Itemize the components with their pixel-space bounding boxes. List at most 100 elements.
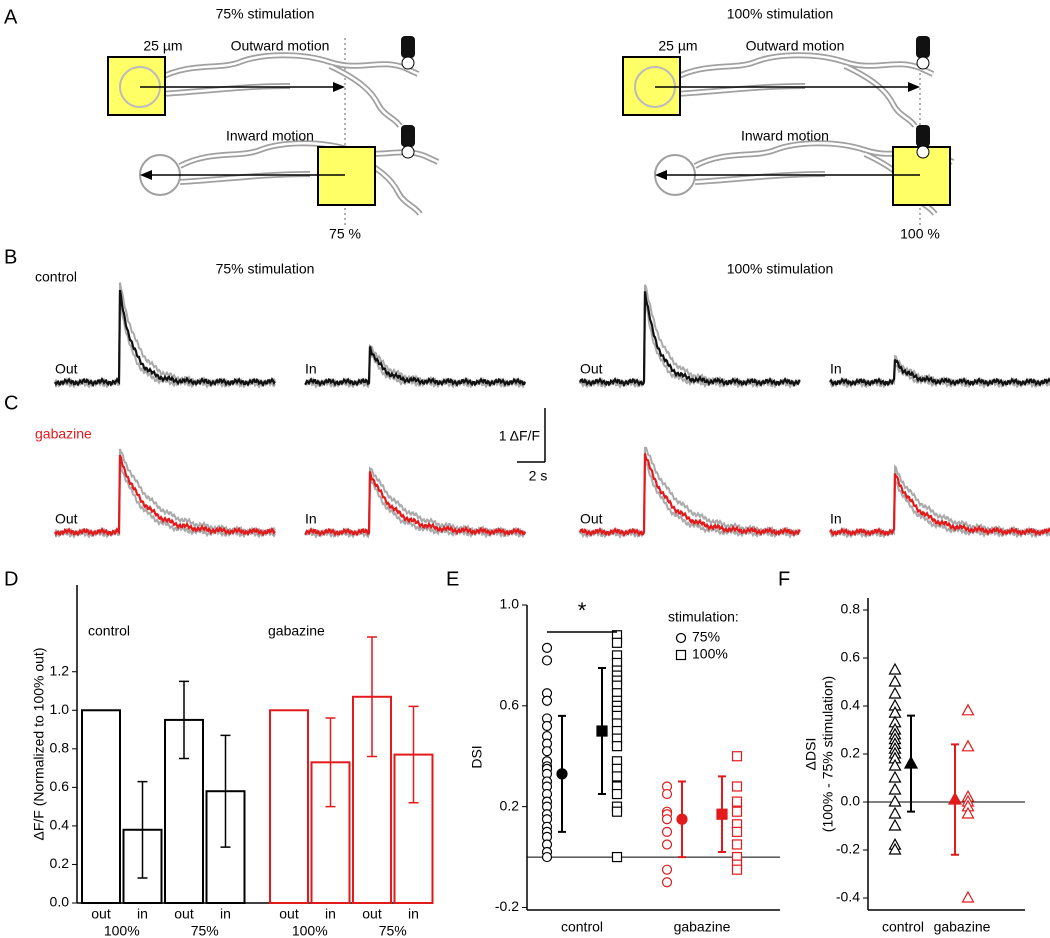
point bbox=[541, 851, 553, 863]
arrow-head bbox=[655, 170, 667, 180]
x-tick-label: gabazine bbox=[674, 919, 731, 935]
x-tick-label: out bbox=[174, 906, 194, 922]
point bbox=[731, 751, 743, 762]
motion-label: Outward motion bbox=[231, 38, 330, 54]
bar bbox=[81, 709, 121, 904]
point bbox=[961, 806, 975, 819]
point bbox=[888, 674, 902, 687]
trace bbox=[578, 291, 801, 388]
arrow-head bbox=[908, 82, 920, 92]
point bbox=[541, 655, 553, 666]
y-tick-label: -0.2 bbox=[495, 898, 519, 914]
x-tick-label: control bbox=[882, 919, 924, 935]
neuron bbox=[674, 54, 934, 127]
point bbox=[731, 864, 743, 875]
panel-label: B bbox=[4, 246, 17, 268]
trace bbox=[55, 297, 276, 389]
scale-bar bbox=[517, 408, 546, 463]
point bbox=[888, 782, 902, 795]
x-tick-label: out bbox=[362, 906, 382, 922]
point bbox=[888, 806, 902, 819]
point bbox=[611, 771, 623, 782]
point bbox=[541, 720, 553, 732]
point bbox=[556, 768, 568, 780]
point bbox=[888, 818, 902, 831]
trace-title: 75% stimulation bbox=[216, 261, 315, 277]
legend-label: gabazine bbox=[268, 623, 325, 639]
trace bbox=[304, 476, 526, 539]
panel-label: F bbox=[778, 568, 790, 590]
y-tick-label: 0.6 bbox=[841, 649, 861, 665]
error-bar bbox=[179, 680, 189, 760]
objective-icon bbox=[916, 125, 930, 147]
point bbox=[961, 739, 975, 752]
point bbox=[731, 796, 743, 807]
panel-label: A bbox=[4, 6, 18, 28]
point bbox=[675, 649, 687, 661]
trace bbox=[829, 479, 1050, 539]
stimulus-title: 75% stimulation bbox=[216, 6, 315, 22]
objective-icon bbox=[401, 125, 415, 147]
trace-label: Out bbox=[580, 361, 603, 377]
significance-label: * bbox=[578, 598, 587, 623]
trace-title: 100% stimulation bbox=[727, 261, 834, 277]
point bbox=[731, 826, 743, 837]
point bbox=[888, 686, 902, 699]
trace bbox=[829, 473, 1050, 537]
motion-label: Outward motion bbox=[746, 38, 845, 54]
objective-lens bbox=[916, 56, 930, 70]
y-axis-label: ΔF/F (Normalized to 100% out) bbox=[31, 648, 47, 841]
motion-label: Inward motion bbox=[741, 128, 829, 144]
trace-label: Out bbox=[55, 511, 78, 527]
y-axis-label: (100% - 75% stimulation) bbox=[820, 676, 836, 832]
point bbox=[611, 788, 623, 800]
trace-label: Out bbox=[55, 361, 78, 377]
stimulus-square bbox=[317, 146, 376, 206]
point bbox=[961, 703, 975, 716]
objective-lens bbox=[916, 145, 930, 159]
x-tick-label: in bbox=[220, 906, 231, 922]
point bbox=[888, 758, 902, 771]
y-tick-label: 1.2 bbox=[50, 662, 70, 678]
trace bbox=[579, 458, 801, 539]
y-tick-label: 1.0 bbox=[50, 701, 70, 717]
point bbox=[541, 642, 553, 653]
x-tick-label: in bbox=[137, 906, 148, 922]
x-tick-label: in bbox=[408, 906, 419, 922]
point bbox=[611, 637, 623, 648]
arrow-head bbox=[333, 82, 345, 92]
point bbox=[888, 662, 902, 675]
point bbox=[661, 864, 673, 875]
panel-label: D bbox=[4, 568, 18, 590]
error-bar bbox=[325, 717, 336, 808]
point bbox=[611, 741, 623, 752]
y-axis-label: ΔDSI bbox=[803, 738, 819, 771]
point bbox=[611, 806, 623, 817]
trace bbox=[578, 453, 801, 538]
point bbox=[888, 770, 902, 783]
condition-label: control bbox=[35, 269, 77, 285]
trace bbox=[54, 454, 276, 538]
point bbox=[888, 842, 902, 855]
stimulus-square bbox=[622, 56, 681, 116]
trace-label: In bbox=[830, 511, 842, 527]
trace-label: In bbox=[305, 511, 317, 527]
error-bar bbox=[367, 636, 377, 758]
legend-label: control bbox=[88, 623, 130, 639]
error-bar bbox=[408, 705, 419, 804]
point bbox=[675, 632, 687, 644]
point bbox=[596, 725, 608, 737]
point bbox=[947, 791, 963, 805]
bar bbox=[269, 709, 309, 904]
point bbox=[541, 695, 553, 706]
point bbox=[903, 755, 919, 769]
point bbox=[888, 794, 902, 807]
trace bbox=[304, 346, 527, 387]
position-label: 100 % bbox=[900, 226, 940, 242]
error-bar bbox=[220, 734, 231, 848]
x-tick-label: gabazine bbox=[934, 919, 991, 935]
x-tick-label: in bbox=[325, 906, 336, 922]
objective-icon bbox=[401, 36, 415, 58]
scale-label: 25 µm bbox=[658, 38, 697, 54]
group-label: 75% bbox=[379, 923, 407, 938]
